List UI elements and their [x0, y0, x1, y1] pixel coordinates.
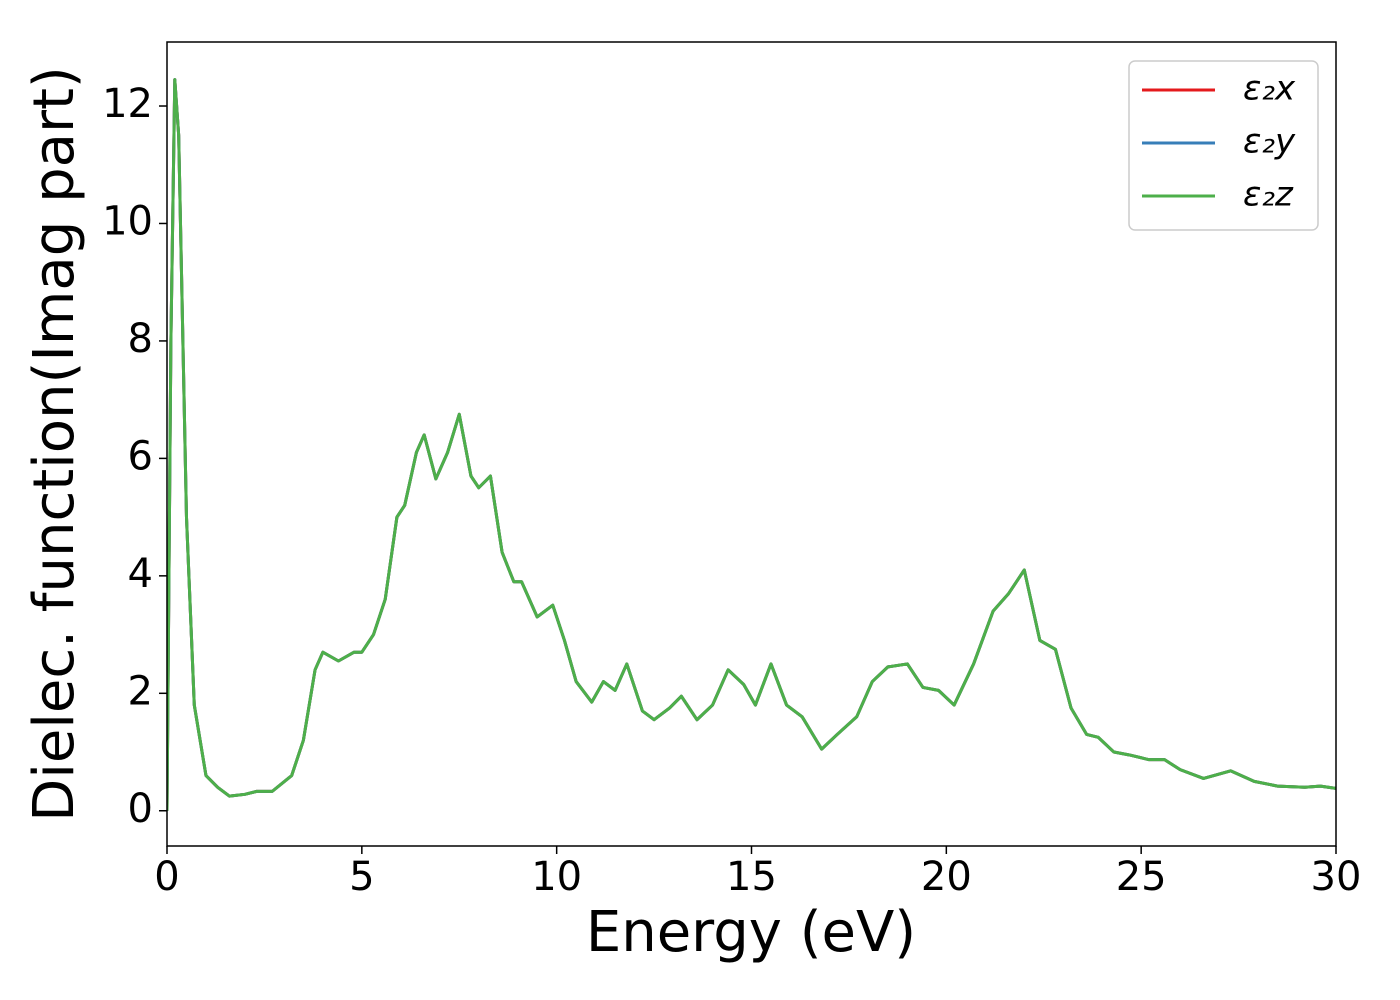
legend-label: ε₂y — [1243, 122, 1296, 162]
y-tick-label: 0 — [128, 786, 153, 832]
y-tick-label: 2 — [128, 668, 153, 714]
y-tick-label: 10 — [102, 198, 153, 244]
x-axis-label: Energy (eV) — [586, 900, 916, 965]
x-tick-label: 10 — [531, 854, 582, 900]
legend-label: ε₂z — [1243, 175, 1294, 215]
plot-frame — [166, 41, 1337, 847]
x-tick-label: 0 — [154, 854, 179, 900]
y-tick-label: 12 — [102, 81, 153, 127]
legend-label: ε₂x — [1243, 69, 1296, 109]
series-line — [167, 78, 1336, 811]
y-tick-label: 6 — [128, 433, 153, 479]
x-tick-label: 30 — [1311, 854, 1362, 900]
x-tick-label: 15 — [726, 854, 777, 900]
y-axis-label: Dielec. function(Imag part) — [22, 66, 87, 822]
legend-box — [1128, 60, 1319, 231]
x-tick-label: 20 — [921, 854, 972, 900]
x-tick-label: 25 — [1116, 854, 1167, 900]
x-tick-label: 5 — [349, 854, 374, 900]
y-tick-label: 8 — [128, 316, 153, 362]
y-tick-label: 4 — [128, 551, 153, 597]
